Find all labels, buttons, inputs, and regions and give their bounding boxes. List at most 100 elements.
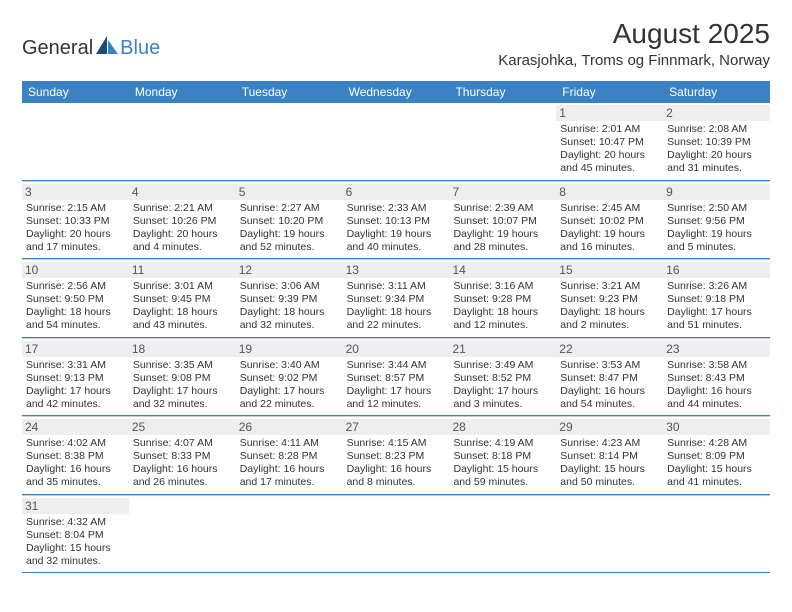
day-info: Sunrise: 2:01 AMSunset: 10:47 PMDaylight… xyxy=(560,123,659,176)
day-number: 15 xyxy=(556,262,663,278)
day-cell: 17Sunrise: 3:31 AMSunset: 9:13 PMDayligh… xyxy=(22,338,129,416)
day-number: 1 xyxy=(556,105,663,121)
location-text: Karasjohka, Troms og Finnmark, Norway xyxy=(498,52,770,69)
day-cell: 20Sunrise: 3:44 AMSunset: 8:57 PMDayligh… xyxy=(343,338,450,416)
sunset-text: Sunset: 8:38 PM xyxy=(26,450,125,463)
sunrise-text: Sunrise: 3:44 AM xyxy=(347,359,446,372)
day-header: Saturday xyxy=(663,81,770,103)
day-cell: 14 Sunrise: 3:16 AMSunset: 9:28 PMDayligh… xyxy=(449,259,556,337)
sunrise-text: Sunrise: 2:27 AM xyxy=(240,202,339,215)
day-header: Wednesday xyxy=(343,81,450,103)
day-number: 13 xyxy=(343,262,450,278)
day-cell xyxy=(236,103,343,180)
sunset-text: Sunset: 8:47 PM xyxy=(560,372,659,385)
day-info: Sunrise: 3:53 AMSunset: 8:47 PMDaylight:… xyxy=(560,359,659,412)
day-cell: 7Sunrise: 2:39 AMSunset: 10:07 PMDayligh… xyxy=(449,181,556,259)
day-cell: 12Sunrise: 3:06 AMSunset: 9:39 PMDayligh… xyxy=(236,259,343,337)
sunrise-text: Sunrise: 2:33 AM xyxy=(347,202,446,215)
day-cell: 29Sunrise: 4:23 AMSunset: 8:14 PMDayligh… xyxy=(556,416,663,494)
day-number: 31 xyxy=(22,498,129,514)
day-number: 9 xyxy=(663,184,770,200)
daylight-text: Daylight: 16 hours and 35 minutes. xyxy=(26,463,125,489)
daylight-text: Daylight: 15 hours and 50 minutes. xyxy=(560,463,659,489)
day-cell: 10 Sunrise: 2:56 AMSunset: 9:50 PMDayligh… xyxy=(22,259,129,337)
daylight-text: Daylight: 18 hours and 43 minutes. xyxy=(133,306,232,332)
day-cell xyxy=(343,103,450,180)
sunset-text: Sunset: 10:33 PM xyxy=(26,215,125,228)
daylight-text: Daylight: 16 hours and 26 minutes. xyxy=(133,463,232,489)
daylight-text: Daylight: 17 hours and 22 minutes. xyxy=(240,385,339,411)
sunset-text: Sunset: 8:33 PM xyxy=(133,450,232,463)
day-info: Sunrise: 3:40 AMSunset: 9:02 PMDaylight:… xyxy=(240,359,339,412)
day-cell xyxy=(449,103,556,180)
day-number: 17 xyxy=(22,341,129,357)
day-info: Sunrise: 2:08 AMSunset: 10:39 PMDaylight… xyxy=(667,123,766,176)
sunset-text: Sunset: 9:50 PM xyxy=(26,293,125,306)
day-cell xyxy=(129,103,236,180)
logo: General Blue xyxy=(22,36,160,60)
day-number: 8 xyxy=(556,184,663,200)
day-number: 23 xyxy=(663,341,770,357)
day-number: 10 xyxy=(22,262,129,278)
day-cell: 16 Sunrise: 3:26 AMSunset: 9:18 PMDayligh… xyxy=(663,259,770,337)
sunset-text: Sunset: 10:39 PM xyxy=(667,136,766,149)
logo-text-blue: Blue xyxy=(120,37,160,60)
day-cell xyxy=(129,495,236,573)
day-info: Sunrise: 4:28 AMSunset: 8:09 PMDaylight:… xyxy=(667,437,766,490)
day-number: 16 xyxy=(663,262,770,278)
sunrise-text: Sunrise: 3:16 AM xyxy=(453,280,552,293)
daylight-text: Daylight: 15 hours and 32 minutes. xyxy=(26,542,125,568)
sunrise-text: Sunrise: 3:35 AM xyxy=(133,359,232,372)
sunrise-text: Sunrise: 2:50 AM xyxy=(667,202,766,215)
sunrise-text: Sunrise: 3:58 AM xyxy=(667,359,766,372)
sunset-text: Sunset: 8:43 PM xyxy=(667,372,766,385)
day-cell: 13Sunrise: 3:11 AMSunset: 9:34 PMDayligh… xyxy=(343,259,450,337)
sunrise-text: Sunrise: 3:01 AM xyxy=(133,280,232,293)
daylight-text: Daylight: 18 hours and 22 minutes. xyxy=(347,306,446,332)
sunrise-text: Sunrise: 2:21 AM xyxy=(133,202,232,215)
sunrise-text: Sunrise: 4:07 AM xyxy=(133,437,232,450)
sunset-text: Sunset: 10:07 PM xyxy=(453,215,552,228)
daylight-text: Daylight: 16 hours and 44 minutes. xyxy=(667,385,766,411)
sunset-text: Sunset: 10:20 PM xyxy=(240,215,339,228)
sunset-text: Sunset: 8:52 PM xyxy=(453,372,552,385)
daylight-text: Daylight: 19 hours and 16 minutes. xyxy=(560,228,659,254)
day-info: Sunrise: 4:32 AMSunset: 8:04 PMDaylight:… xyxy=(26,516,125,569)
daylight-text: Daylight: 19 hours and 52 minutes. xyxy=(240,228,339,254)
day-info: Sunrise: 4:19 AMSunset: 8:18 PMDaylight:… xyxy=(453,437,552,490)
day-cell: 6Sunrise: 2:33 AMSunset: 10:13 PMDayligh… xyxy=(343,181,450,259)
day-number: 14 xyxy=(449,262,556,278)
day-header: Monday xyxy=(129,81,236,103)
daylight-text: Daylight: 18 hours and 12 minutes. xyxy=(453,306,552,332)
day-info: Sunrise: 3:06 AMSunset: 9:39 PMDaylight:… xyxy=(240,280,339,333)
sunset-text: Sunset: 9:28 PM xyxy=(453,293,552,306)
day-cell: 26Sunrise: 4:11 AMSunset: 8:28 PMDayligh… xyxy=(236,416,343,494)
sunset-text: Sunset: 9:08 PM xyxy=(133,372,232,385)
sunrise-text: Sunrise: 3:49 AM xyxy=(453,359,552,372)
sunrise-text: Sunrise: 2:08 AM xyxy=(667,123,766,136)
day-number: 26 xyxy=(236,419,343,435)
daylight-text: Daylight: 17 hours and 32 minutes. xyxy=(133,385,232,411)
day-number: 2 xyxy=(663,105,770,121)
week-row: 24Sunrise: 4:02 AMSunset: 8:38 PMDayligh… xyxy=(22,416,770,495)
day-header: Friday xyxy=(556,81,663,103)
week-row: 17Sunrise: 3:31 AMSunset: 9:13 PMDayligh… xyxy=(22,338,770,417)
sunrise-text: Sunrise: 4:02 AM xyxy=(26,437,125,450)
day-number: 18 xyxy=(129,341,236,357)
week-row: 31 Sunrise: 4:32 AMSunset: 8:04 PMDayligh… xyxy=(22,495,770,574)
day-cell: 28Sunrise: 4:19 AMSunset: 8:18 PMDayligh… xyxy=(449,416,556,494)
day-info: Sunrise: 2:56 AMSunset: 9:50 PMDaylight:… xyxy=(26,280,125,333)
day-info: Sunrise: 3:26 AMSunset: 9:18 PMDaylight:… xyxy=(667,280,766,333)
sunrise-text: Sunrise: 3:53 AM xyxy=(560,359,659,372)
day-cell xyxy=(556,495,663,573)
day-info: Sunrise: 3:16 AMSunset: 9:28 PMDaylight:… xyxy=(453,280,552,333)
day-cell: 24Sunrise: 4:02 AMSunset: 8:38 PMDayligh… xyxy=(22,416,129,494)
day-cell: 27Sunrise: 4:15 AMSunset: 8:23 PMDayligh… xyxy=(343,416,450,494)
sunset-text: Sunset: 8:18 PM xyxy=(453,450,552,463)
day-cell: 15Sunrise: 3:21 AMSunset: 9:23 PMDayligh… xyxy=(556,259,663,337)
day-info: Sunrise: 2:27 AMSunset: 10:20 PMDaylight… xyxy=(240,202,339,255)
sunset-text: Sunset: 9:45 PM xyxy=(133,293,232,306)
day-cell: 30Sunrise: 4:28 AMSunset: 8:09 PMDayligh… xyxy=(663,416,770,494)
sunrise-text: Sunrise: 3:40 AM xyxy=(240,359,339,372)
day-info: Sunrise: 2:39 AMSunset: 10:07 PMDaylight… xyxy=(453,202,552,255)
